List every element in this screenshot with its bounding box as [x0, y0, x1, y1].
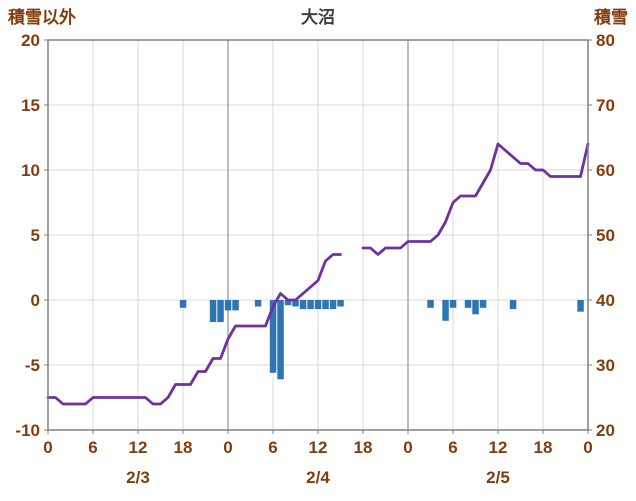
bar	[254, 300, 262, 307]
left-axis-tick-label: -10	[15, 421, 40, 440]
date-label: 2/5	[486, 468, 510, 487]
bar	[449, 300, 457, 308]
right-axis-tick-label: 70	[596, 96, 615, 115]
bar	[277, 300, 284, 380]
left-axis-title: 積雪以外	[8, 7, 76, 27]
left-axis-tick-label: 20	[21, 31, 40, 50]
date-label: 2/4	[306, 468, 330, 487]
left-axis-tick-label: -5	[25, 356, 40, 375]
hour-tick-label: 6	[88, 438, 97, 457]
bar	[442, 300, 449, 321]
right-axis-tick-label: 80	[596, 31, 615, 50]
bar	[479, 300, 487, 308]
bar	[217, 300, 224, 323]
hour-tick-label: 18	[534, 438, 553, 457]
right-axis-tick-label: 60	[596, 161, 615, 180]
bar	[314, 300, 322, 310]
bar	[224, 300, 232, 311]
hour-tick-label: 0	[43, 438, 52, 457]
hour-tick-label: 18	[354, 438, 373, 457]
bar	[269, 300, 277, 373]
right-axis-tick-label: 30	[596, 356, 615, 375]
right-axis-tick-label: 40	[596, 291, 615, 310]
hour-tick-label: 6	[448, 438, 457, 457]
left-axis-tick-label: 5	[31, 226, 40, 245]
bar	[307, 300, 314, 310]
bar	[299, 300, 307, 310]
hour-tick-label: 0	[403, 438, 412, 457]
bar	[337, 300, 344, 307]
bar	[509, 300, 517, 310]
hour-tick-label: 6	[268, 438, 277, 457]
bar	[232, 300, 239, 311]
hour-tick-label: 0	[223, 438, 232, 457]
hour-tick-label: 12	[489, 438, 508, 457]
hour-tick-label: 18	[174, 438, 193, 457]
right-axis-title: 積雪	[594, 7, 628, 27]
bar	[427, 300, 434, 308]
bar	[329, 300, 337, 310]
hour-tick-label: 0	[583, 438, 592, 457]
right-axis-tick-label: 20	[596, 421, 615, 440]
bar	[464, 300, 472, 308]
date-label: 2/3	[126, 468, 150, 487]
hour-tick-label: 12	[129, 438, 148, 457]
snow-depth-line	[46, 142, 590, 406]
bar	[284, 300, 292, 306]
bar	[209, 300, 217, 323]
left-axis-tick-label: 0	[31, 291, 40, 310]
hour-tick-label: 12	[309, 438, 328, 457]
bar	[322, 300, 329, 310]
bar	[472, 300, 479, 315]
left-axis-tick-label: 10	[21, 161, 40, 180]
bar	[292, 300, 299, 307]
chart-title: 大沼	[301, 7, 335, 27]
bar	[577, 300, 584, 312]
right-axis-tick-label: 50	[596, 226, 615, 245]
bar	[179, 300, 187, 308]
left-axis-tick-label: 15	[21, 96, 40, 115]
